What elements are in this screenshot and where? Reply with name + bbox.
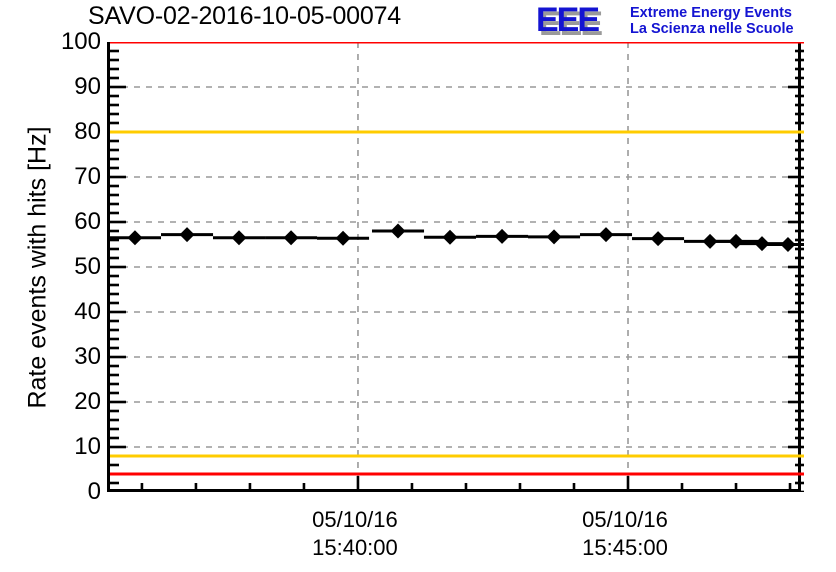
y-tick-label: 0 [87,478,101,505]
y-tick-label: 20 [74,388,101,415]
chart-title: SAVO-02-2016-10-05-00074 [88,2,401,30]
data-point-marker [598,227,614,243]
plot-area [107,42,804,492]
x-tick-label: 05/10/16 15:40:00 [312,506,398,562]
data-point-marker [494,228,510,244]
data-point-marker [650,231,666,247]
data-point-marker [780,237,796,252]
eee-logo-line1: Extreme Energy Events [630,5,792,21]
y-tick-label: 90 [74,73,101,100]
x-tick-label-date: 05/10/16 [582,507,668,532]
data-point-marker [728,233,744,249]
data-point-marker [390,223,406,239]
data-point-marker [127,230,143,246]
eee-logo: EEE Extreme Energy Events La Scienza nel… [536,2,836,42]
plot-canvas [110,42,804,492]
y-tick-label: 60 [74,208,101,235]
y-tick-label: 80 [74,118,101,145]
data-point-marker [283,230,299,246]
x-axis-tick-labels: 05/10/16 15:40:00 05/10/16 15:45:00 [0,506,836,572]
data-point-marker [546,229,562,245]
y-axis-tick-labels: 0 10 20 30 40 50 60 70 80 90 100 [0,28,101,505]
data-point-marker [702,233,718,249]
x-tick-label-time: 15:45:00 [582,535,668,560]
x-tick-label-date: 05/10/16 [312,507,398,532]
y-tick-label: 70 [74,163,101,190]
y-tick-label: 100 [60,28,101,55]
eee-logo-mark: EEE [536,1,600,39]
data-point-marker [754,236,770,252]
y-tick-label: 40 [74,298,101,325]
x-tick-label: 05/10/16 15:45:00 [582,506,668,562]
eee-logo-line2: La Scienza nelle Scuole [630,21,794,37]
data-point-marker [179,227,195,243]
x-tick-label-time: 15:40:00 [312,535,398,560]
data-point-marker [335,230,351,246]
data-point-marker [442,229,458,245]
y-tick-label: 10 [74,433,101,460]
data-point-marker [231,230,247,246]
y-tick-label: 50 [74,253,101,280]
y-tick-label: 30 [74,343,101,370]
